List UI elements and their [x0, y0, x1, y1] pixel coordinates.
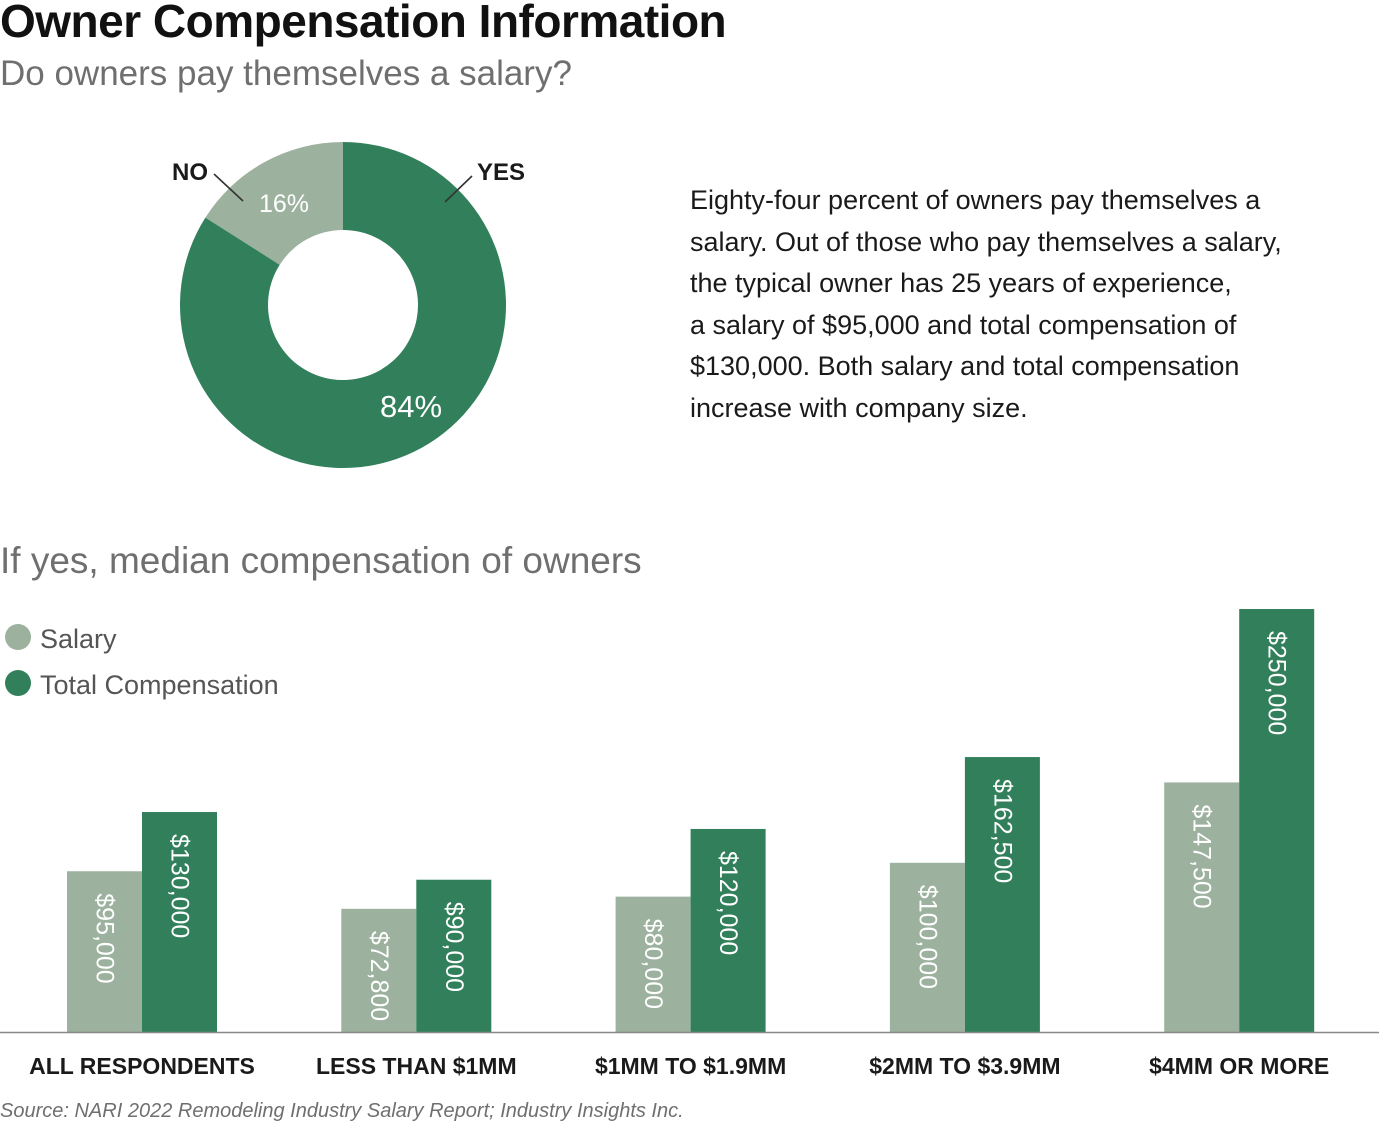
pie-category-label-no: NO: [172, 159, 208, 186]
bar-total-compensation: [1239, 609, 1315, 1032]
bar-data-label: $100,000: [913, 885, 941, 989]
legend-label-salary: Salary: [40, 624, 117, 654]
bar-salary: [1164, 782, 1240, 1032]
bar-data-label: $250,000: [1263, 631, 1291, 735]
summary-line: the typical owner has 25 years of experi…: [690, 268, 1232, 298]
bar-data-label: $80,000: [639, 919, 667, 1009]
bar-data-label: $90,000: [440, 902, 468, 992]
bar-data-label: $130,000: [166, 834, 194, 938]
bar-data-label: $120,000: [714, 851, 742, 955]
x-tick-label: $4MM OR MORE: [1149, 1053, 1329, 1079]
page-title: Owner Compensation Information: [0, 0, 727, 47]
pie-value-label-yes: 84%: [380, 389, 442, 424]
pie-value-label-no: 16%: [259, 190, 309, 218]
x-tick-label: ALL RESPONDENTS: [29, 1053, 255, 1079]
summary-line: increase with company size.: [690, 392, 1028, 423]
bar-data-label: $147,500: [1188, 804, 1216, 908]
pie-leader-line-no: [213, 173, 244, 202]
legend-swatch-salary: [5, 624, 31, 650]
legend-swatch-total-compensation: [5, 670, 31, 696]
bar-salary: [341, 908, 417, 1032]
bar-total-compensation: [964, 757, 1040, 1032]
bar-data-label: $95,000: [91, 893, 119, 983]
summary-paragraph: Eighty-four percent of owners pay themse…: [690, 180, 1370, 429]
summary-line: salary. Out of those who pay themselves …: [690, 226, 1282, 257]
legend-label-total-compensation: Total Compensation: [40, 670, 279, 700]
pie-slice-no: [205, 142, 343, 265]
bar-salary: [615, 896, 691, 1032]
summary-line: Eighty-four percent of owners pay themse…: [690, 185, 1261, 215]
x-tick-label: $1MM TO $1.9MM: [595, 1053, 786, 1079]
bar-salary: [889, 862, 965, 1032]
bar-salary: [67, 871, 142, 1032]
bar-data-label: $72,800: [365, 931, 393, 1021]
bar-total-compensation: [142, 812, 217, 1032]
source-note: Source: NARI 2022 Remodeling Industry Sa…: [0, 1100, 684, 1122]
x-tick-label: $2MM TO $3.9MM: [869, 1053, 1060, 1079]
x-tick-label: LESS THAN $1MM: [316, 1053, 517, 1079]
pie-slice-yes: [179, 142, 506, 468]
bar-data-label: $162,500: [988, 779, 1016, 883]
bar-total-compensation: [690, 828, 766, 1032]
page-subtitle: Do owners pay themselves a salary?: [0, 54, 572, 93]
pie-category-label-yes: YES: [477, 159, 525, 186]
bar-chart-title: If yes, median compensation of owners: [0, 540, 642, 581]
summary-line: a salary of $95,000 and total compensati…: [690, 309, 1237, 340]
pie-leader-line-yes: [444, 175, 473, 203]
bar-total-compensation: [416, 879, 492, 1032]
summary-line: $130,000. Both salary and total compensa…: [690, 351, 1240, 381]
